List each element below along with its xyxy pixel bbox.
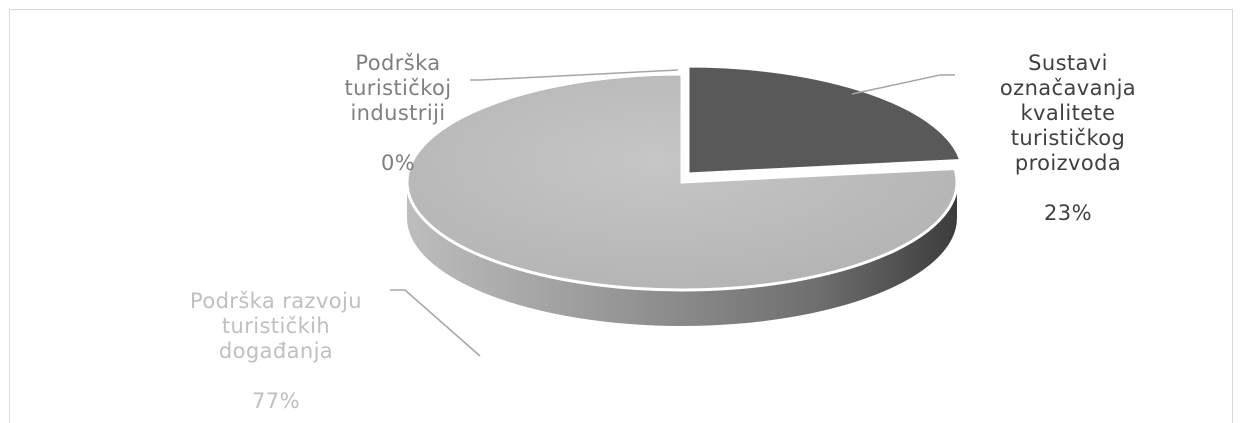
chart-border: [9, 9, 1233, 423]
label-dogadanja-pct: 77%: [252, 389, 300, 413]
label-sustavi: Sustavi označavanja kvalitete turističko…: [958, 26, 1178, 251]
leader-dogadanja: [390, 289, 481, 357]
label-sustavi-name: Sustavi označavanja kvalitete turističko…: [999, 51, 1137, 175]
leader-sustavi: [851, 74, 955, 95]
slice-side-dogadanja: [407, 182, 957, 326]
leader-industrija: [470, 69, 679, 81]
label-dogadanja: Podrška razvoju turističkih događanja 77…: [158, 264, 394, 423]
label-industrija-pct: 0%: [380, 151, 416, 175]
label-industrija: Podrška turističkoj industriji 0%: [308, 26, 488, 201]
slice-sustavi: [686, 64, 963, 176]
label-dogadanja-name: Podrška razvoju turističkih događanja: [190, 289, 362, 363]
label-sustavi-pct: 23%: [1044, 201, 1092, 225]
label-industrija-name: Podrška turističkoj industriji: [344, 51, 452, 125]
